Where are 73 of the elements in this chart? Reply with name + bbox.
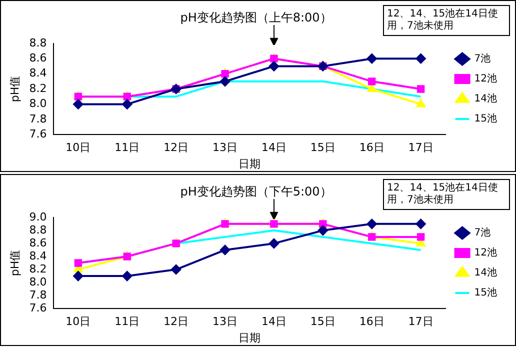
point bbox=[416, 99, 426, 108]
x-tick-label: 10日 bbox=[66, 141, 91, 154]
point bbox=[270, 220, 278, 228]
point bbox=[172, 240, 180, 248]
point bbox=[268, 238, 279, 248]
y-tick-label: 7.8 bbox=[29, 112, 47, 126]
legend-label: 14池 bbox=[474, 266, 498, 279]
point bbox=[73, 99, 84, 110]
y-tick-label: 8.8 bbox=[29, 223, 47, 236]
point bbox=[416, 85, 425, 93]
y-tick-label: 8.4 bbox=[29, 249, 47, 262]
text: 12、14、15池在14日使用，7池未使用 bbox=[387, 8, 498, 32]
chart-title: pH变化趋势图（上午8:00） bbox=[180, 10, 332, 24]
legend-label: 15池 bbox=[474, 286, 498, 299]
y-tick-label: 7.8 bbox=[29, 288, 47, 302]
y-tick-label: 9.0 bbox=[29, 210, 47, 224]
y-tick-label: 8.0 bbox=[29, 97, 47, 110]
x-axis-title: 日期 bbox=[238, 331, 260, 344]
y-tick-label: 8.6 bbox=[29, 236, 47, 250]
legend-label: 15池 bbox=[474, 112, 498, 125]
point bbox=[171, 264, 182, 275]
legend-label: 7池 bbox=[474, 226, 491, 239]
x-tick-label: 17日 bbox=[408, 141, 434, 154]
point bbox=[123, 252, 131, 260]
legend-label: 7池 bbox=[474, 52, 491, 65]
text: 12、14、15池在14日使用，7池未使用 bbox=[387, 182, 498, 206]
y-tick-label: 7.6 bbox=[29, 301, 47, 314]
y-tick-label: 8.6 bbox=[29, 51, 47, 64]
x-tick-label: 16日 bbox=[359, 141, 384, 154]
point bbox=[122, 99, 132, 110]
x-tick-label: 15日 bbox=[310, 141, 336, 154]
point bbox=[122, 271, 132, 282]
y-axis-title: pH值 bbox=[8, 76, 22, 102]
y-tick-label: 8.0 bbox=[29, 275, 47, 288]
x-tick-label: 12日 bbox=[164, 141, 189, 154]
point bbox=[268, 61, 279, 72]
point bbox=[318, 225, 328, 236]
x-tick-label: 15日 bbox=[310, 315, 336, 328]
point bbox=[368, 78, 376, 86]
x-tick-label: 13日 bbox=[212, 315, 238, 328]
legend-label: 12池 bbox=[474, 246, 498, 259]
y-tick-label: 8.2 bbox=[29, 262, 47, 276]
x-tick-label: 12日 bbox=[164, 315, 189, 328]
point bbox=[319, 220, 327, 228]
legend-label: 14池 bbox=[474, 92, 498, 105]
point bbox=[366, 218, 377, 229]
x-tick-label: 17日 bbox=[408, 315, 434, 328]
point bbox=[416, 54, 426, 64]
chart-title: pH变化趋势图（下午5:00） bbox=[180, 184, 332, 198]
legend-label: 12池 bbox=[474, 72, 498, 85]
point bbox=[367, 84, 376, 92]
x-tick-label: 10日 bbox=[66, 315, 91, 328]
point bbox=[73, 271, 84, 282]
x-tick-label: 14日 bbox=[261, 315, 286, 328]
point bbox=[74, 259, 82, 267]
x-tick-label: 11日 bbox=[114, 141, 140, 154]
y-tick-label: 8.8 bbox=[29, 36, 47, 50]
x-tick-label: 11日 bbox=[114, 315, 140, 328]
point bbox=[366, 54, 377, 64]
x-tick-label: 14日 bbox=[261, 141, 286, 154]
point bbox=[368, 233, 376, 241]
y-tick-label: 8.4 bbox=[29, 66, 47, 80]
y-tick-label: 7.6 bbox=[29, 127, 47, 140]
point bbox=[221, 220, 229, 228]
y-axis-title: pH值 bbox=[8, 250, 22, 276]
point bbox=[416, 218, 426, 229]
point bbox=[220, 76, 230, 86]
x-tick-label: 13日 bbox=[212, 141, 238, 154]
point bbox=[416, 233, 425, 241]
point bbox=[220, 244, 230, 255]
x-axis-title: 日期 bbox=[238, 157, 260, 170]
y-tick-label: 8.2 bbox=[29, 82, 47, 95]
x-tick-label: 16日 bbox=[359, 315, 384, 328]
